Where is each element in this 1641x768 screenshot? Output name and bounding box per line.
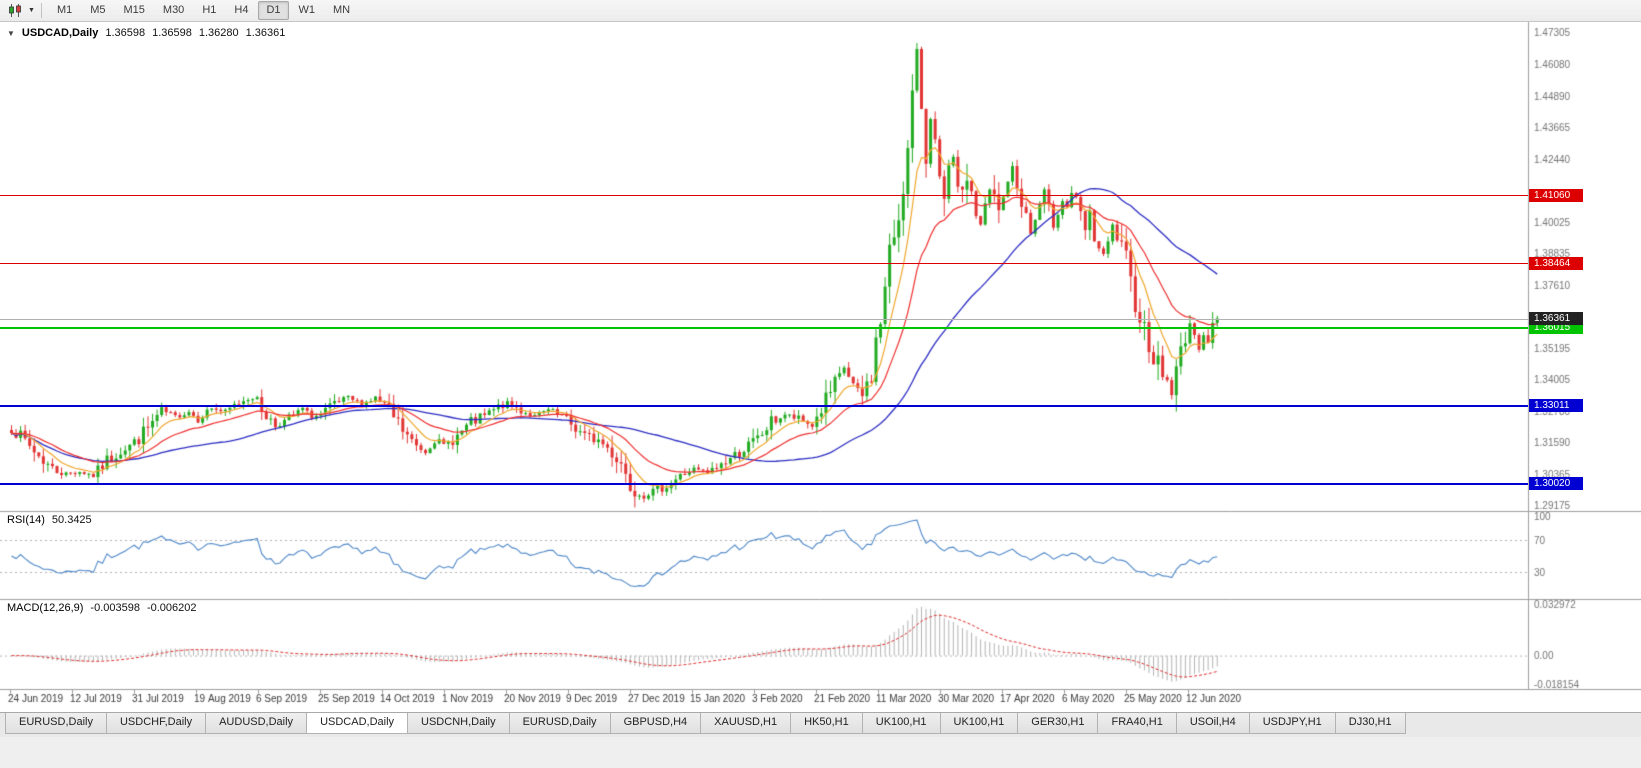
timeframe-button-m15[interactable]: M15: [123, 4, 145, 16]
chart-tab-7-xauusd-h1[interactable]: XAUUSD,H1: [700, 713, 792, 734]
chart-tab-1-usdchf-daily[interactable]: USDCHF,Daily: [105, 713, 207, 734]
timeframe-button-h4[interactable]: H4: [234, 4, 249, 16]
chart-tab-bar: EURUSD,Daily USDCHF,Daily AUDUSD,Daily USDC…: [0, 712, 1641, 737]
hline-1.33011[interactable]: [0, 404, 1528, 407]
chart-tab-15-dj30-h1[interactable]: DJ30,H1: [1334, 713, 1406, 734]
timeframe-button-m1[interactable]: M1: [56, 4, 73, 16]
chart-type-icon[interactable]: [4, 2, 27, 19]
chart-tab-13-usoil-h4[interactable]: USOil,H4: [1175, 713, 1250, 734]
timeframe-group: M1 M5 M15 M30 H1 H4 D1 W1 MN: [48, 1, 359, 20]
hline-1.30020[interactable]: [0, 482, 1528, 485]
toolbar-separator: [40, 3, 42, 18]
top-toolbar: ▼ M1 M5 M15 M30 H1 H4 D1 W1 MN: [0, 0, 1641, 22]
timeframe-button-w1[interactable]: W1: [298, 4, 316, 16]
timeframe-button-mn[interactable]: MN: [333, 4, 351, 16]
timeframe-button-h1[interactable]: H1: [202, 4, 217, 16]
chart-tab-6-gbpusd-h4[interactable]: GBPUSD,H4: [609, 713, 702, 734]
chart-tab-12-fra40-h1[interactable]: FRA40,H1: [1097, 713, 1177, 734]
chart-tab-11-ger30-h1[interactable]: GER30,H1: [1017, 713, 1099, 734]
hline-1.36015[interactable]: [0, 326, 1528, 329]
chart-tab-8-hk50-h1[interactable]: HK50,H1: [790, 713, 863, 734]
chart-tab-4-usdcnh-daily[interactable]: USDCNH,Daily: [407, 713, 510, 734]
timeframe-button-d1[interactable]: D1: [258, 1, 289, 20]
current-price-line: [0, 318, 1528, 320]
hline-1.41060[interactable]: [0, 195, 1528, 197]
chart-tab-9-uk100-h1[interactable]: UK100,H1: [861, 713, 941, 734]
timeframe-button-m5[interactable]: M5: [90, 4, 106, 16]
chart-type-dropdown-icon[interactable]: ▼: [28, 7, 35, 14]
chart-tab-5-eurusd-daily[interactable]: EURUSD,Daily: [508, 713, 611, 734]
chart-tab-14-usdjpy-h1[interactable]: USDJPY,H1: [1248, 713, 1336, 734]
chart-canvas[interactable]: [0, 22, 1641, 712]
one-click-trading-icon[interactable]: ▼: [7, 28, 15, 38]
chart-tab-10-uk100-h1[interactable]: UK100,H1: [939, 713, 1019, 734]
chart-tab-3-usdcad-daily[interactable]: USDCAD,Daily: [306, 713, 409, 734]
chart-tab-0-eurusd-daily[interactable]: EURUSD,Daily: [5, 713, 107, 734]
timeframe-button-m30[interactable]: M30: [162, 4, 185, 16]
bottom-filler: [0, 737, 1641, 768]
hline-1.38464[interactable]: [0, 263, 1528, 265]
chart-tab-2-audusd-daily[interactable]: AUDUSD,Daily: [205, 713, 308, 734]
